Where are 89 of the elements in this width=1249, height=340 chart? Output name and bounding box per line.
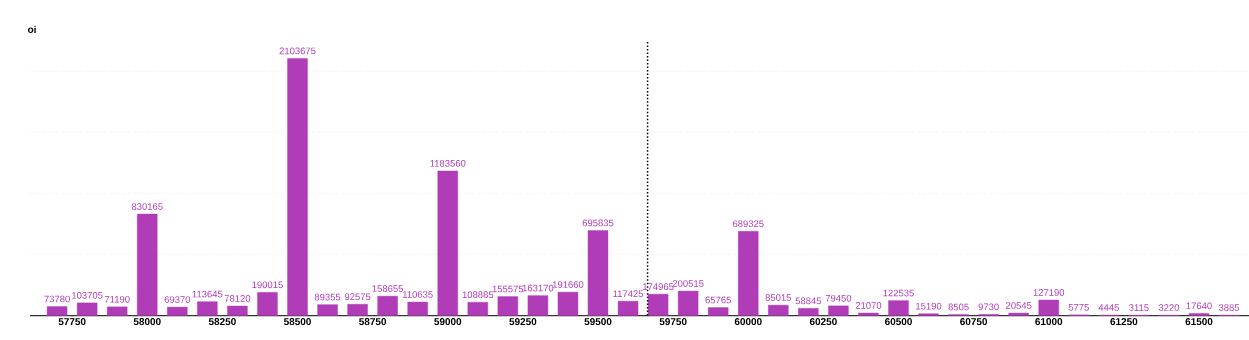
x-tick-label: 61500: [1185, 318, 1213, 326]
bar: [707, 307, 729, 316]
bar: [227, 305, 248, 316]
data-label: 108885: [462, 291, 494, 299]
data-label: 3115: [1129, 304, 1149, 311]
data-label: 89355: [314, 293, 341, 301]
x-tick-label: 58000: [133, 318, 161, 326]
data-label: 58845: [795, 297, 822, 305]
data-label: 695835: [582, 219, 614, 227]
data-label: 17640: [1186, 302, 1212, 310]
bar: [347, 304, 368, 316]
bar: [257, 292, 278, 316]
data-label: 3885: [1218, 304, 1240, 311]
data-label: 117425: [613, 290, 644, 297]
data-label: 110635: [402, 291, 433, 298]
bar: [738, 231, 759, 316]
x-tick-label: 59500: [584, 318, 612, 326]
data-label: 191660: [552, 281, 584, 288]
x-tick-label: 59000: [434, 318, 462, 326]
bar: [437, 170, 458, 316]
x-tick-label: 61250: [1110, 318, 1138, 326]
bar: [1038, 299, 1059, 316]
bar: [828, 305, 849, 316]
bar: [197, 301, 218, 316]
bar: [377, 295, 398, 316]
bar: [1188, 313, 1210, 316]
bar: [107, 306, 128, 316]
data-label: 1183560: [430, 159, 466, 167]
x-tick-label: 60500: [885, 318, 912, 326]
data-label: 3220: [1158, 304, 1180, 311]
bar: [407, 301, 428, 316]
data-label: 65765: [705, 296, 731, 304]
bar: [677, 290, 699, 316]
data-label: 9730: [978, 303, 999, 311]
bar: [1008, 312, 1029, 316]
data-label: 155575: [492, 285, 524, 293]
bar: [167, 306, 188, 316]
x-tick-label: 60250: [809, 318, 837, 326]
bar: [76, 302, 98, 316]
bar: [527, 295, 549, 316]
bar: [467, 302, 488, 316]
data-label: 113645: [192, 290, 223, 298]
bar: [497, 296, 519, 316]
x-tick-label: 58250: [208, 318, 236, 326]
bar: [617, 301, 639, 316]
bar: [287, 58, 308, 316]
data-label: 71190: [104, 295, 130, 303]
data-label: 69370: [164, 296, 191, 303]
data-label: 2103675: [279, 47, 316, 55]
data-label: 92575: [344, 293, 371, 301]
data-label: 78120: [224, 295, 251, 302]
bar: [768, 304, 789, 316]
x-tick-label: 60750: [960, 318, 988, 326]
x-tick-label: 61000: [1035, 318, 1063, 326]
bar: [557, 291, 579, 316]
y-axis-title: oi: [27, 25, 36, 34]
data-label: 5775: [1068, 304, 1089, 311]
x-tick-label: 60000: [734, 318, 762, 326]
bar: [647, 293, 669, 316]
data-label: 122535: [883, 289, 914, 297]
data-label: 830165: [131, 203, 163, 210]
data-label: 163170: [522, 284, 554, 292]
data-label: 4445: [1098, 304, 1119, 311]
x-tick-label: 57750: [58, 318, 86, 326]
x-tick-label: 58750: [359, 318, 387, 326]
data-label: 73780: [44, 295, 70, 303]
bar: [587, 230, 609, 316]
data-label: 190015: [252, 281, 283, 289]
x-tick-label: 59250: [509, 318, 537, 326]
bar: [798, 308, 819, 316]
data-label: 85015: [765, 294, 792, 301]
data-label: 158655: [372, 285, 404, 292]
data-label: 79450: [825, 294, 852, 302]
bar: [317, 304, 338, 316]
data-label: 103705: [72, 291, 103, 299]
bar: [888, 300, 909, 316]
data-label: 127190: [1033, 289, 1065, 296]
x-tick-label: 59750: [659, 318, 687, 326]
data-label: 174965: [643, 283, 674, 290]
data-label: 21070: [855, 302, 882, 309]
bar: [46, 306, 68, 316]
data-label: 689325: [732, 220, 764, 228]
data-label: 200515: [672, 280, 704, 287]
data-label: 15190: [916, 302, 942, 310]
bar: [137, 213, 158, 316]
x-tick-label: 58500: [283, 318, 311, 326]
data-label: 20545: [1006, 302, 1032, 309]
bar: [858, 312, 879, 316]
data-label: 8505: [948, 303, 969, 311]
